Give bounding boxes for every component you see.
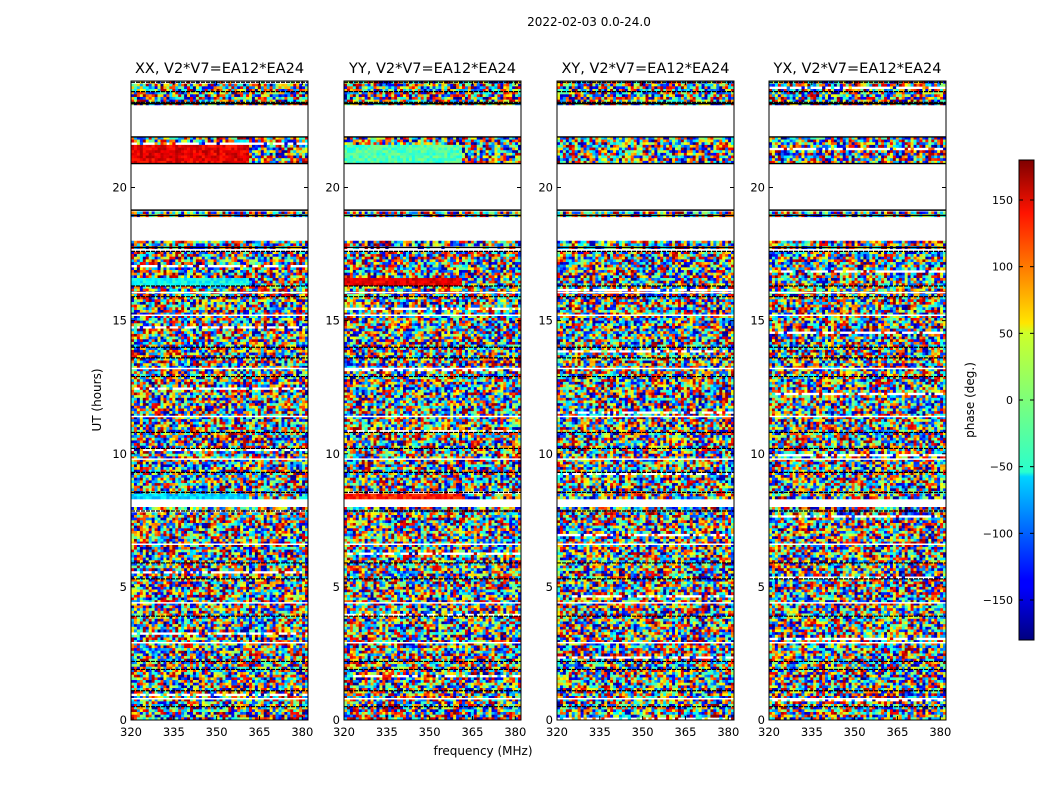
figure-suptitle: 2022-02-03 0.0-24.0 [527,15,651,29]
x-tick-label: 365 [886,725,908,739]
colorbar-tick-label: −50 [990,461,1013,474]
y-tick-label: 15 [750,314,765,328]
y-tick-label: 5 [333,580,340,594]
panel-title: YX, V2*V7=EA12*EA24 [772,61,941,77]
x-tick-label: 350 [419,725,441,739]
y-tick-label: 10 [112,447,127,461]
x-tick-label: 350 [844,725,866,739]
x-tick-label: 380 [717,725,739,739]
heatmap-xx [131,81,309,721]
x-tick-label: 320 [120,725,142,739]
panel-title: YY, V2*V7=EA12*EA24 [348,61,516,77]
colorbar-ticks: 150 100 50 0 −50 −100 −150 [983,194,1034,607]
colorbar: 150 100 50 0 −50 −100 −150 phase (deg.) [963,159,1035,641]
y-axis-label: UT (hours) [90,368,104,431]
plot-frame [343,80,522,721]
plot-frame [556,80,735,721]
y-tick-label: 0 [758,713,765,727]
panel-xx: XX, V2*V7=EA12*EA24 320 335 350 365 380 0 5 10 15… [112,61,313,739]
colorbar-tick-label: 0 [1006,394,1013,407]
y-tick-label: 20 [538,181,553,195]
y-tick-label: 20 [112,181,127,195]
x-tick-label: 350 [206,725,228,739]
colorbar-tick-label: 50 [999,327,1013,340]
x-tick-label: 365 [461,725,483,739]
heatmap-yx [769,81,947,721]
panel-yy: YY, V2*V7=EA12*EA24 320 335 350 365 380 0 5 10 15… [325,61,526,739]
x-tick-label: 320 [333,725,355,739]
y-tick-label: 5 [120,580,127,594]
heatmap-xy [557,81,735,721]
panel-title: XY, V2*V7=EA12*EA24 [561,61,729,77]
y-tick-label: 15 [538,314,553,328]
y-tick-label: 0 [333,713,340,727]
x-tick-label: 335 [801,725,823,739]
colorbar-label: phase (deg.) [963,362,977,438]
y-tick-label: 15 [112,314,127,328]
y-tick-label: 10 [750,447,765,461]
panel-yx: YX, V2*V7=EA12*EA24 320 335 350 365 380 0 5 10 15… [750,61,951,739]
y-tick-label: 0 [546,713,553,727]
y-tick-label: 15 [325,314,340,328]
panels: XX, V2*V7=EA12*EA24 320 335 350 365 380 0 5 10 15… [112,61,951,739]
y-tick-label: 5 [546,580,553,594]
x-axis-label: frequency (MHz) [433,744,532,758]
x-tick-label: 320 [758,725,780,739]
x-tick-label: 350 [632,725,654,739]
panel-title: XX, V2*V7=EA12*EA24 [135,61,304,77]
x-tick-label: 335 [376,725,398,739]
x-tick-label: 380 [291,725,313,739]
y-tick-label: 10 [538,447,553,461]
x-tick-label: 335 [589,725,611,739]
x-tick-label: 320 [546,725,568,739]
panel-xy: XY, V2*V7=EA12*EA24 320 335 350 365 380 0 5 10 15… [538,61,739,739]
plot-frame [130,80,309,721]
colorbar-tick-label: −150 [983,594,1013,607]
y-tick-label: 20 [750,181,765,195]
colorbar-tick-label: 100 [992,261,1013,274]
x-tick-label: 380 [504,725,526,739]
x-tick-label: 365 [674,725,696,739]
x-tick-label: 380 [929,725,951,739]
y-tick-label: 0 [120,713,127,727]
y-tick-label: 20 [325,181,340,195]
y-tick-label: 5 [758,580,765,594]
x-tick-label: 365 [248,725,270,739]
colorbar-tick-label: −100 [983,527,1013,540]
y-tick-label: 10 [325,447,340,461]
heatmap-yy [344,81,522,721]
colorbar-tick-label: 150 [992,194,1013,207]
plot-frame [768,80,947,721]
x-tick-label: 335 [163,725,185,739]
